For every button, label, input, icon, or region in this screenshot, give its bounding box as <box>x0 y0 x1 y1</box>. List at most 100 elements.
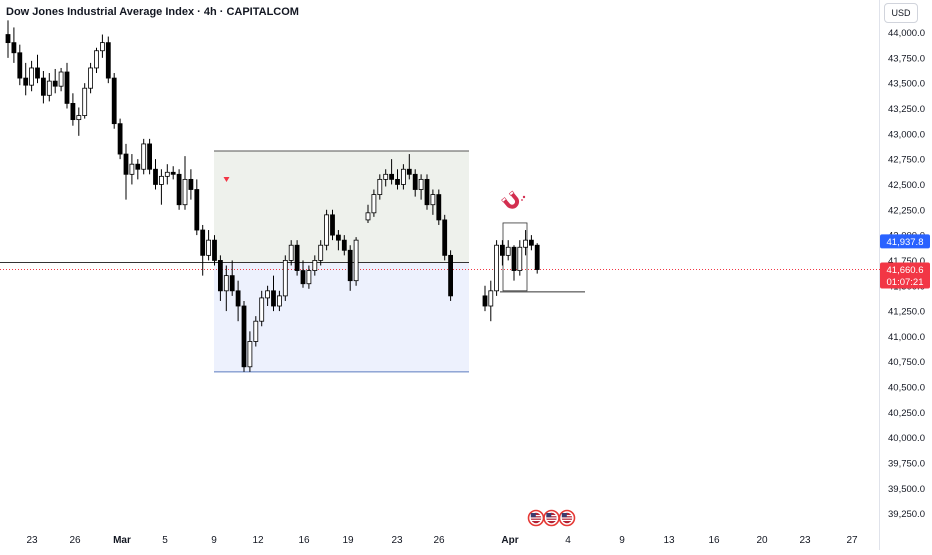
candle-body <box>158 175 164 185</box>
candle <box>330 209 335 241</box>
candle <box>17 44 23 86</box>
candle-body <box>523 239 528 248</box>
candle <box>64 62 70 109</box>
candle <box>23 62 29 96</box>
candle-body <box>395 178 400 185</box>
x-tick-label: 9 <box>211 535 217 546</box>
candle-body <box>17 52 23 79</box>
y-tick-label: 42,750.0 <box>888 155 925 166</box>
candle <box>164 164 170 185</box>
flag-canton <box>546 513 552 518</box>
y-tick-label: 39,250.0 <box>888 509 925 520</box>
x-tick-label: 5 <box>162 535 168 546</box>
x-tick-label: 23 <box>799 535 811 546</box>
flag-stripe <box>530 515 542 517</box>
candle <box>170 166 176 180</box>
candle <box>499 240 505 266</box>
price-labels: 41,937.8 41,660.601:07:21 <box>880 234 930 289</box>
candle-body <box>448 254 454 297</box>
candle <box>117 118 123 160</box>
x-tick-label: 26 <box>433 535 445 546</box>
candle-body <box>265 290 271 299</box>
y-tick-label: 40,000.0 <box>888 433 925 444</box>
us-event-icon <box>543 509 560 527</box>
flag-stripe <box>546 519 557 521</box>
candle-body <box>499 244 505 256</box>
candle <box>353 237 359 286</box>
x-tick-label: Apr <box>501 535 518 546</box>
candle-body <box>534 244 540 270</box>
candle <box>523 230 528 256</box>
candle-body <box>58 71 64 87</box>
candle <box>271 275 276 312</box>
candle <box>436 189 442 225</box>
currency-button[interactable]: USD <box>884 3 918 23</box>
candle <box>288 240 294 266</box>
candle-body <box>383 173 389 180</box>
candle-body <box>247 341 253 368</box>
y-tick-label: 41,000.0 <box>888 332 925 343</box>
x-tick-label: 26 <box>69 535 81 546</box>
flag-stripe <box>546 517 557 519</box>
candle-body <box>241 305 247 368</box>
candle <box>235 280 241 322</box>
candle <box>383 169 389 187</box>
candle <box>70 93 76 126</box>
x-tick-label: 16 <box>298 535 310 546</box>
candle-body <box>229 275 235 292</box>
candle-body <box>418 178 424 190</box>
flag-stripe <box>530 519 542 521</box>
flag-canton <box>530 513 536 518</box>
candle-body <box>424 178 430 206</box>
candle <box>158 169 164 205</box>
candle <box>371 189 377 217</box>
candle-body <box>406 168 412 175</box>
candle <box>52 68 58 94</box>
y-tick-label: 42,250.0 <box>888 205 925 216</box>
candle <box>442 214 448 261</box>
candle <box>229 260 235 296</box>
candle-body <box>170 171 176 175</box>
candle <box>212 235 217 266</box>
candle <box>35 54 40 84</box>
candle-body <box>46 80 52 96</box>
candles <box>5 20 540 372</box>
sparkle-dot <box>521 199 523 201</box>
candle-body <box>335 234 341 241</box>
candle-body <box>217 260 223 292</box>
candle-body <box>164 171 170 177</box>
candle-body <box>306 270 312 285</box>
candle <box>41 70 46 104</box>
candle-body <box>188 178 194 190</box>
candle-body <box>312 260 318 271</box>
candle-body <box>436 194 442 221</box>
candle <box>300 260 306 288</box>
candle <box>488 280 494 322</box>
candle <box>223 265 229 312</box>
candle <box>176 169 182 210</box>
candle <box>389 159 395 185</box>
y-axis: 44,000.0 43,750.0 43,500.0 43,250.0 43,000.0… <box>888 28 925 520</box>
flag-stripe <box>546 515 557 517</box>
flag-stripe <box>561 519 573 521</box>
candle <box>182 156 188 210</box>
candle-body <box>430 194 436 206</box>
candle-body <box>206 239 212 256</box>
candle-body <box>371 194 377 214</box>
candle-body <box>64 71 70 104</box>
candle <box>341 235 347 256</box>
candle <box>188 169 194 200</box>
recent-range-box <box>502 222 528 292</box>
candle <box>282 255 288 301</box>
x-tick-label: 16 <box>708 535 720 546</box>
price-label-red-text: 41,660.6 <box>887 265 924 276</box>
candle <box>5 20 11 58</box>
us-event-icon <box>558 509 576 527</box>
candle <box>306 265 312 289</box>
candle <box>147 138 153 175</box>
candle-body <box>253 320 259 342</box>
down-arrow-icon <box>223 177 230 182</box>
candle-body <box>276 295 282 307</box>
